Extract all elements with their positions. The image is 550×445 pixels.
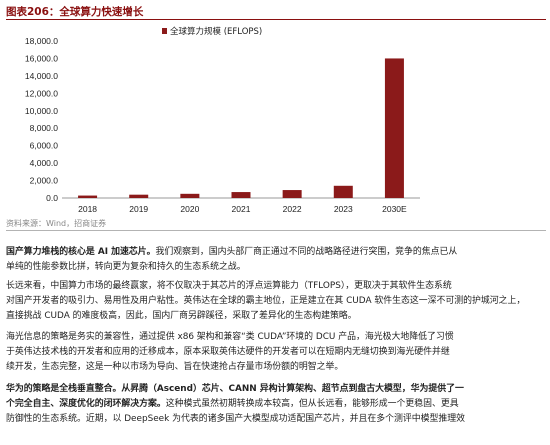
y-tick-label: 18,000.0 [25,36,58,46]
x-tick-label: 2022 [283,204,302,214]
y-tick-label: 2,000.0 [30,176,59,186]
y-tick-label: 12,000.0 [25,88,58,98]
text-run: 于英伟达技术栈的开发者和应用的迁移成本，原本采取英伟达硬件的开发者可以在短期内无… [6,347,450,357]
x-tick-label: 2020 [180,204,199,214]
text-run: 直接挑战 CUDA 的难度极高，因此，国内厂商另辟蹊径，采取了差异化的生态构建策… [6,311,357,321]
bar [282,190,302,198]
y-axis: 0.0 2,000.0 4,000.0 6,000.0 8,000.0 10,000.0 1… [25,36,420,203]
figure-source: 资料来源：Wind，招商证券 [6,219,107,228]
figure-title: 图表206：全球算力快速增长 [6,6,144,18]
x-tick-label: 2018 [78,204,97,214]
y-tick-label: 8,000.0 [30,123,59,133]
bars [78,58,404,198]
y-tick-label: 6,000.0 [30,141,59,151]
text-run: 海光信息的策略是务实的兼容性，通过提供 x86 架构和兼容“类 CUDA”环境的… [6,332,454,342]
x-tick-label: 2021 [232,204,251,214]
x-axis: 2018 2019 2020 2021 2022 2023 2030E [78,204,407,214]
legend-swatch [162,28,167,34]
bar [333,185,353,198]
y-tick-label: 0.0 [46,193,58,203]
paragraph-line: 对国产开发者的吸引力、易用性及用户粘性。英伟达在全球的霸主地位，正是建立在其 C… [6,294,546,309]
paragraph-line: 海光信息的策略是务实的兼容性，通过提供 x86 架构和兼容“类 CUDA”环境的… [6,330,546,345]
paragraph: 国产算力堆栈的核心是 AI 加速芯片。我们观察到，国内头部厂商正通过不同的战略路… [6,245,546,275]
bold-text: 个完全自主、深度优化的闭环解决方案。 [6,399,166,409]
paragraph-line: 单纯的性能参数比拼，转向更为复杂和持久的生态系统之战。 [6,260,546,275]
bar [384,58,404,198]
bold-text: 国产算力堆栈的核心是 AI 加速芯片。 [6,247,156,257]
bar-chart: 0.0 2,000.0 4,000.0 6,000.0 8,000.0 10,000.0 1… [25,26,420,214]
figure-bottom-divider [6,230,546,231]
paragraph-line: 华为的策略是全栈垂直整合。从昇腾（Ascend）芯片、CANN 异构计算架构、超… [6,382,546,397]
x-tick-label: 2023 [334,204,353,214]
text-run: 我们观察到，国内头部厂商正通过不同的战略路径进行突围，竞争的焦点已从 [155,247,458,257]
text-run: 长远来看，中国算力市场的最终赢家，将不仅取决于其芯片的浮点运算能力（TFLOPS… [6,281,452,291]
paragraph-line: 续开发，生态完整，这是一种以市场为导向、旨在快速抢占存量市场份额的明智之举。 [6,360,546,375]
legend: 全球算力规模 (EFLOPS) [162,26,262,37]
text-run: 续开发，生态完整，这是一种以市场为导向、旨在快速抢占存量市场份额的明智之举。 [6,362,344,372]
bar [78,195,98,198]
text-run: 防御性的生态系统。近期，以 DeepSeek 为代表的诸多国产大模型成功适配国产… [6,414,465,424]
y-tick-label: 4,000.0 [30,158,59,168]
paragraph-line: 长远来看，中国算力市场的最终赢家，将不仅取决于其芯片的浮点运算能力（TFLOPS… [6,279,546,294]
title-divider [6,19,546,20]
paragraph-line: 防御性的生态系统。近期，以 DeepSeek 为代表的诸多国产大模型成功适配国产… [6,412,546,427]
y-tick-label: 14,000.0 [25,71,58,81]
paragraph-line: 国产算力堆栈的核心是 AI 加速芯片。我们观察到，国内头部厂商正通过不同的战略路… [6,245,546,260]
y-tick-label: 16,000.0 [25,53,58,63]
x-tick-label: 2030E [382,204,407,214]
bar [180,193,200,198]
bar [129,194,149,198]
paragraph-line: 个完全自主、深度优化的闭环解决方案。这种模式虽然初期转换成本较高，但从长远看，能… [6,397,546,412]
legend-label: 全球算力规模 (EFLOPS) [170,26,262,37]
text-run: 这种模式虽然初期转换成本较高，但从长远看，能够形成一个更稳固、更具 [165,399,459,409]
y-tick-label: 10,000.0 [25,106,58,116]
paragraph-line: 直接挑战 CUDA 的难度极高，因此，国内厂商另辟蹊径，采取了差异化的生态构建策… [6,309,546,324]
paragraph-line: 于英伟达技术栈的开发者和应用的迁移成本，原本采取英伟达硬件的开发者可以在短期内无… [6,345,546,360]
paragraph: 长远来看，中国算力市场的最终赢家，将不仅取决于其芯片的浮点运算能力（TFLOPS… [6,279,546,324]
text-run: 对国产开发者的吸引力、易用性及用户粘性。英伟达在全球的霸主地位，正是建立在其 C… [6,296,526,306]
bold-text: 华为的策略是全栈垂直整合。从昇腾（Ascend）芯片、CANN 异构计算架构、超… [6,384,464,394]
paragraph: 华为的策略是全栈垂直整合。从昇腾（Ascend）芯片、CANN 异构计算架构、超… [6,382,546,427]
text-run: 单纯的性能参数比拼，转向更为复杂和持久的生态系统之战。 [6,262,246,272]
paragraph: 海光信息的策略是务实的兼容性，通过提供 x86 架构和兼容“类 CUDA”环境的… [6,330,546,375]
bar [231,192,251,198]
x-tick-label: 2019 [129,204,148,214]
